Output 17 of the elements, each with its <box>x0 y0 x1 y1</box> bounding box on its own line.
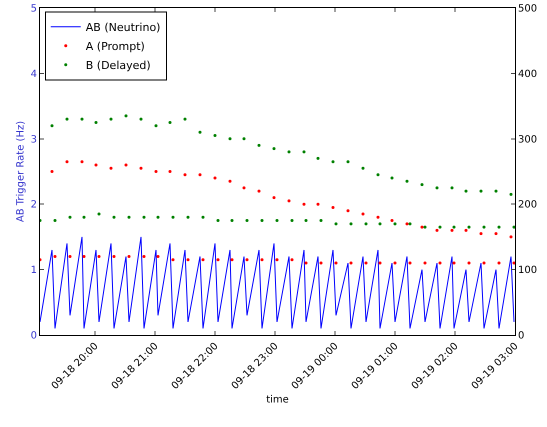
y-tick-label: 2 <box>30 200 37 211</box>
y-axis-title: AB Trigger Rate (Hz) <box>16 120 27 222</box>
y-tick-label: 4 <box>30 68 37 80</box>
x-axis-title: time <box>266 394 289 406</box>
y-tick-label: 0 <box>30 330 37 342</box>
y2-tick-label: 300 <box>518 134 538 146</box>
legend-label: AB (Neutrino) <box>86 21 160 34</box>
y2-tick-label: 100 <box>518 265 538 276</box>
y2-tick-label: 0 <box>518 330 524 342</box>
legend-label: A (Prompt) <box>86 40 145 54</box>
y-tick-label: 1 <box>30 265 37 276</box>
y-tick-label: 5 <box>30 4 37 14</box>
y2-tick-label: 200 <box>518 200 538 211</box>
y-tick-label: 3 <box>30 134 37 146</box>
y2-tick-label: 500 <box>518 4 538 14</box>
legend-label: B (Delayed) <box>86 59 151 72</box>
y2-tick-label: 400 <box>518 68 538 80</box>
